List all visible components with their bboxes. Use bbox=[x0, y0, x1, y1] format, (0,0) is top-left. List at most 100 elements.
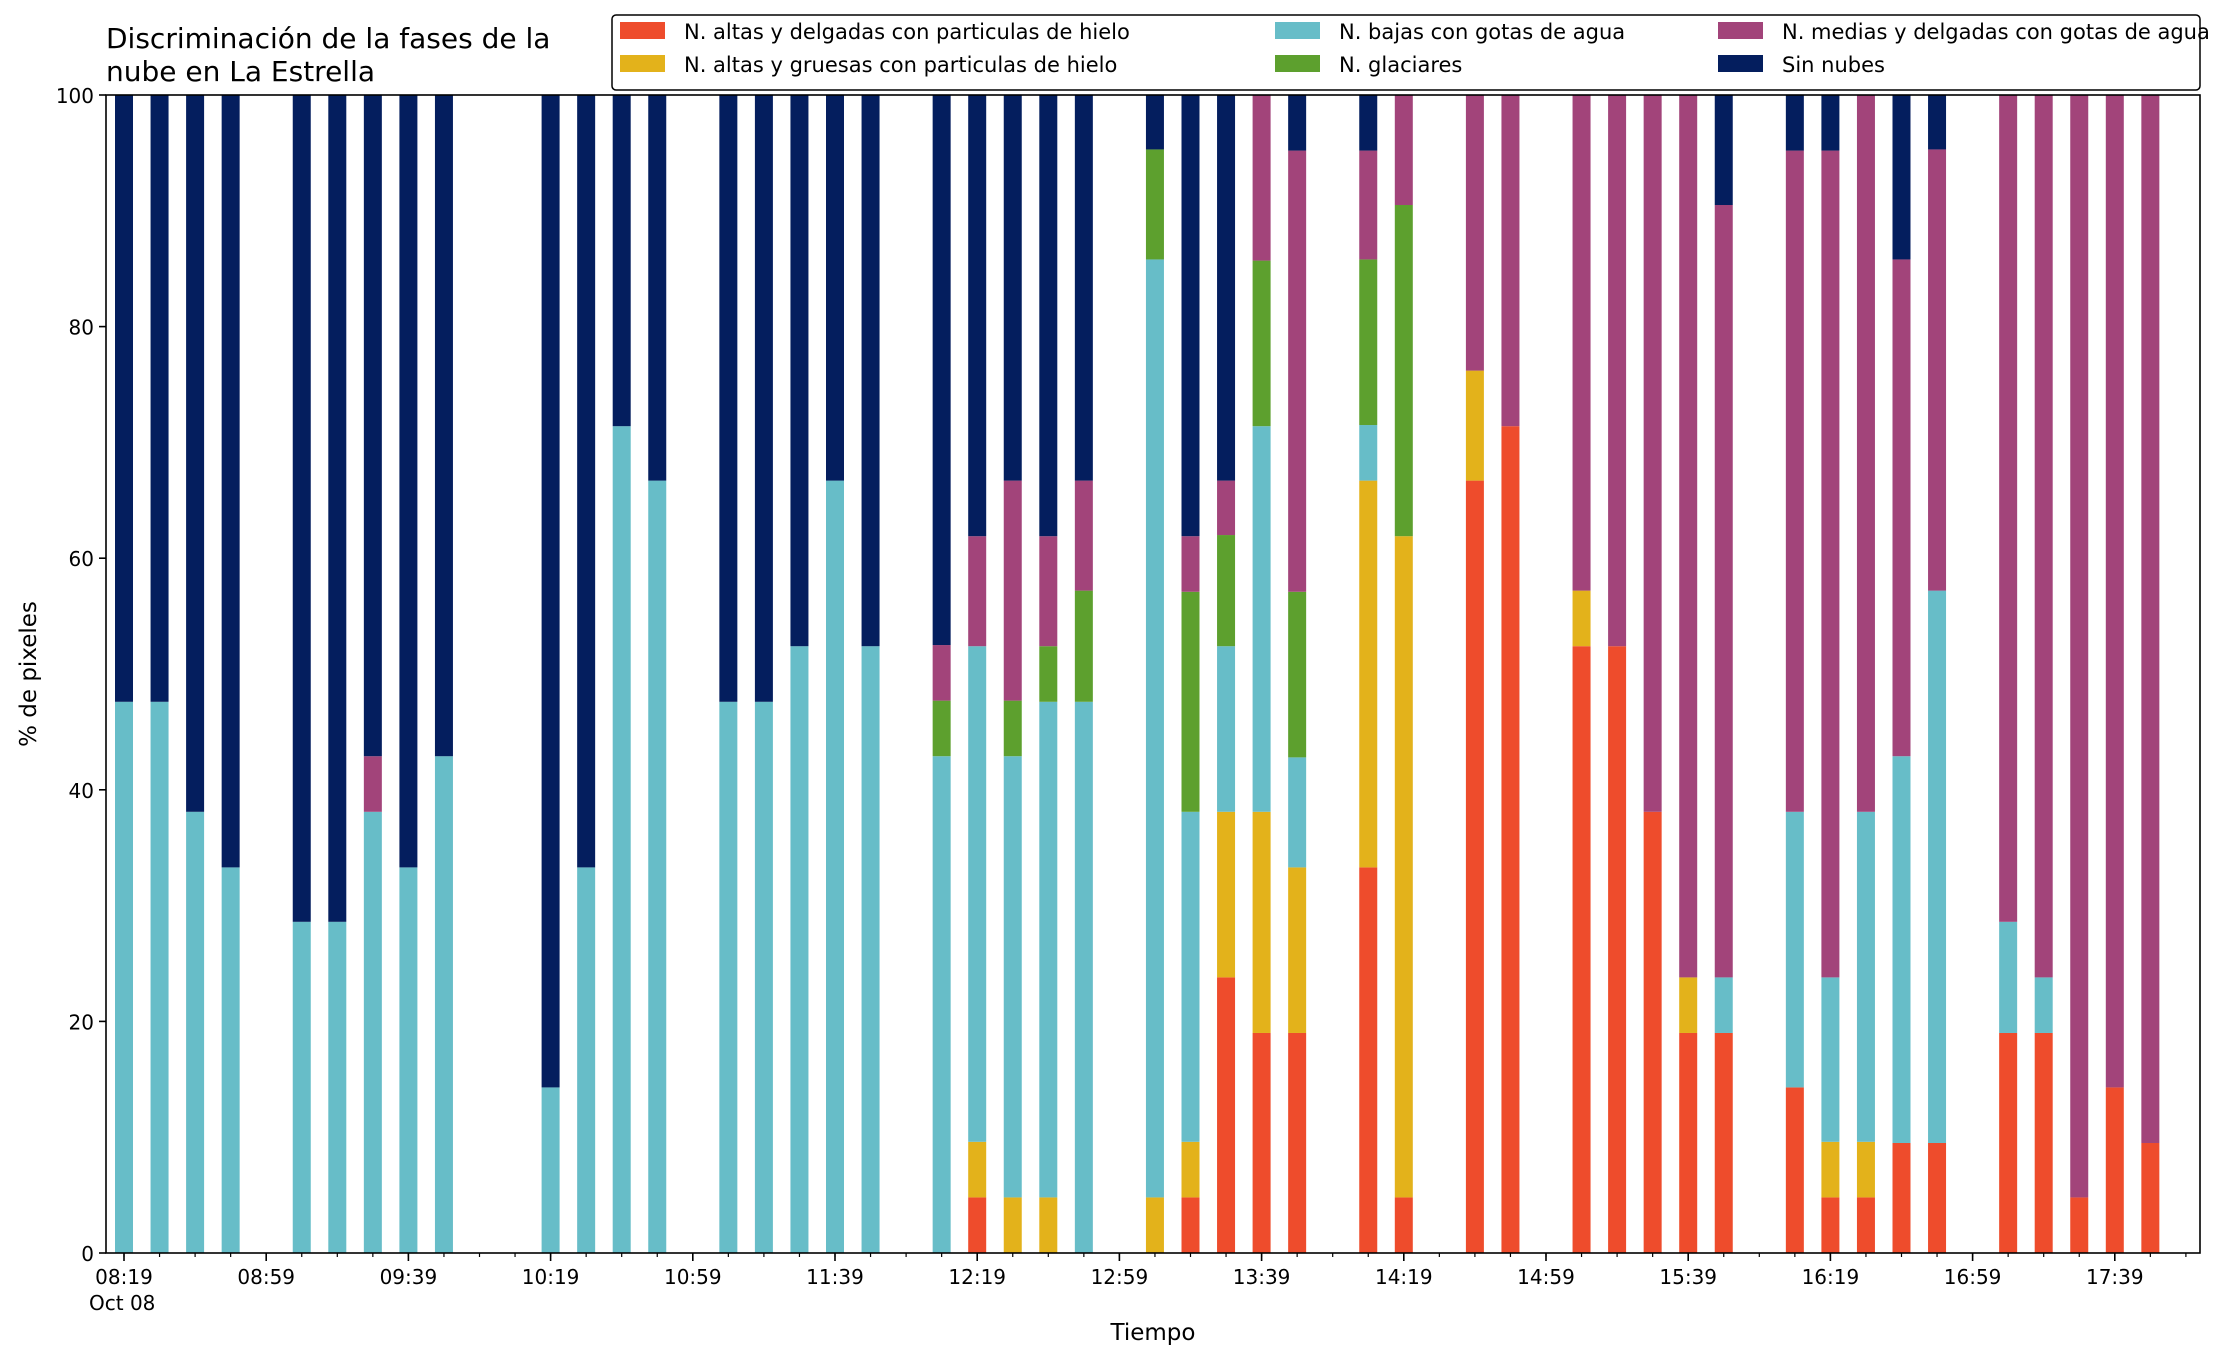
legend-frame bbox=[611, 14, 2201, 91]
bar-segment bbox=[612, 95, 631, 427]
bar-segment bbox=[221, 95, 240, 868]
x-tick-label: 08:59 bbox=[237, 1265, 295, 1289]
bar-segment bbox=[826, 480, 844, 1253]
y-axis: 0 20 40 60 80 100 bbox=[56, 84, 106, 1266]
bar-segment bbox=[115, 701, 133, 1253]
bar-segment bbox=[1039, 701, 1058, 1198]
bar-segment bbox=[968, 95, 987, 537]
bar-segment bbox=[1394, 205, 1413, 537]
bar-segment bbox=[577, 867, 596, 1253]
bar-segment bbox=[2141, 95, 2160, 1143]
bar-segment bbox=[541, 1087, 560, 1253]
bar-segment bbox=[1394, 95, 1413, 206]
bar-segment bbox=[1181, 95, 1200, 537]
bar-segment bbox=[1785, 1087, 1804, 1253]
bar-segment bbox=[1252, 260, 1271, 427]
legend-label: N. bajas con gotas de agua bbox=[1339, 20, 1625, 44]
bar-segment bbox=[1821, 977, 1840, 1142]
bar-segment bbox=[1217, 480, 1236, 536]
bar-segment bbox=[1003, 756, 1022, 1198]
bar-segment bbox=[1003, 480, 1022, 701]
bar-segment bbox=[1217, 535, 1236, 647]
legend-swatch bbox=[1275, 55, 1320, 72]
bar-segment bbox=[1892, 95, 1911, 260]
bar-segment bbox=[1288, 1032, 1307, 1253]
bar-segment bbox=[2070, 1197, 2089, 1253]
bar-segment bbox=[1501, 426, 1520, 1253]
bar-segment bbox=[1999, 95, 2018, 922]
bar-segment bbox=[1074, 701, 1093, 1253]
bar-segment bbox=[932, 645, 951, 701]
bar-segment bbox=[1679, 1032, 1698, 1253]
bar-segment bbox=[434, 95, 453, 757]
bar-segment bbox=[1359, 867, 1378, 1253]
bar-segment bbox=[1039, 536, 1058, 647]
bar-segment bbox=[1003, 95, 1022, 481]
bar-segment bbox=[1217, 977, 1236, 1253]
bar-segment bbox=[719, 95, 738, 702]
bar-segment bbox=[186, 811, 205, 1253]
bar-segment bbox=[2141, 1142, 2160, 1253]
x-tick-label: 16:19 bbox=[1802, 1265, 1860, 1289]
bar-segment bbox=[221, 867, 240, 1253]
bar-segment bbox=[1359, 95, 1378, 151]
x-tick-label: 12:19 bbox=[948, 1265, 1006, 1289]
bar-segment bbox=[292, 921, 311, 1253]
bar-segment bbox=[1892, 756, 1911, 1143]
bar-segment bbox=[1679, 95, 1698, 978]
x-tick-label: 11:39 bbox=[806, 1265, 864, 1289]
bar-segment bbox=[1821, 150, 1840, 978]
bar-segment bbox=[1252, 426, 1271, 812]
bar-segment bbox=[1145, 149, 1164, 260]
bar-segment bbox=[1999, 1032, 2018, 1253]
legend-label: Sin nubes bbox=[1782, 53, 1885, 77]
bar-segment bbox=[1928, 590, 1947, 1143]
bar-segment bbox=[363, 95, 382, 757]
bar-segment bbox=[1465, 370, 1484, 481]
bar-segment bbox=[1572, 95, 1591, 591]
x-tick-label: 13:39 bbox=[1233, 1265, 1291, 1289]
bar-segment bbox=[1501, 95, 1520, 427]
bar-segment bbox=[1785, 95, 1804, 151]
bar-segment bbox=[1288, 591, 1307, 758]
bar-segment bbox=[932, 95, 951, 646]
bar-segment bbox=[1856, 95, 1875, 812]
bar-segment bbox=[328, 95, 347, 922]
bar-segment bbox=[1074, 95, 1093, 481]
bar-segment bbox=[1856, 1197, 1875, 1253]
bar-segment bbox=[2034, 977, 2053, 1033]
bar-segment bbox=[1714, 977, 1733, 1033]
bar-segment bbox=[1288, 757, 1307, 868]
bar-segment bbox=[1679, 977, 1698, 1033]
x-tick-sublabel: Oct 08 bbox=[89, 1291, 155, 1315]
x-axis-label: Tiempo bbox=[1110, 1320, 1196, 1346]
bar-segment bbox=[1003, 1197, 1022, 1253]
bar-segment bbox=[719, 701, 738, 1253]
bar-segment bbox=[577, 95, 596, 868]
bar-segment bbox=[1181, 1197, 1200, 1253]
bar-segment bbox=[1039, 646, 1058, 702]
bar-segment bbox=[1288, 150, 1307, 592]
legend-swatch bbox=[620, 55, 665, 72]
bar-segment bbox=[1074, 590, 1093, 702]
bar-segment bbox=[1928, 149, 1947, 591]
bar-segment bbox=[2034, 95, 2053, 978]
bar-segment bbox=[1608, 646, 1627, 1253]
bar-segment bbox=[1181, 811, 1200, 1142]
bar-segment bbox=[363, 756, 382, 812]
y-tick-label: 100 bbox=[56, 84, 94, 108]
bar-segment bbox=[1572, 590, 1591, 647]
bar-segment bbox=[1714, 205, 1733, 978]
bar-segment bbox=[399, 95, 418, 868]
bar-segment bbox=[754, 95, 773, 702]
legend-swatch bbox=[1718, 55, 1763, 72]
bar-segment bbox=[1643, 95, 1662, 812]
bar-segment bbox=[1892, 259, 1911, 757]
bar-segment bbox=[2105, 95, 2124, 1088]
bar-segment bbox=[2034, 1032, 2053, 1253]
bar-segment bbox=[1892, 1142, 1911, 1253]
bar-segment bbox=[1145, 95, 1164, 150]
bar-segment bbox=[648, 480, 667, 1253]
bar-segment bbox=[612, 426, 631, 1253]
bar-segment bbox=[1217, 95, 1236, 481]
